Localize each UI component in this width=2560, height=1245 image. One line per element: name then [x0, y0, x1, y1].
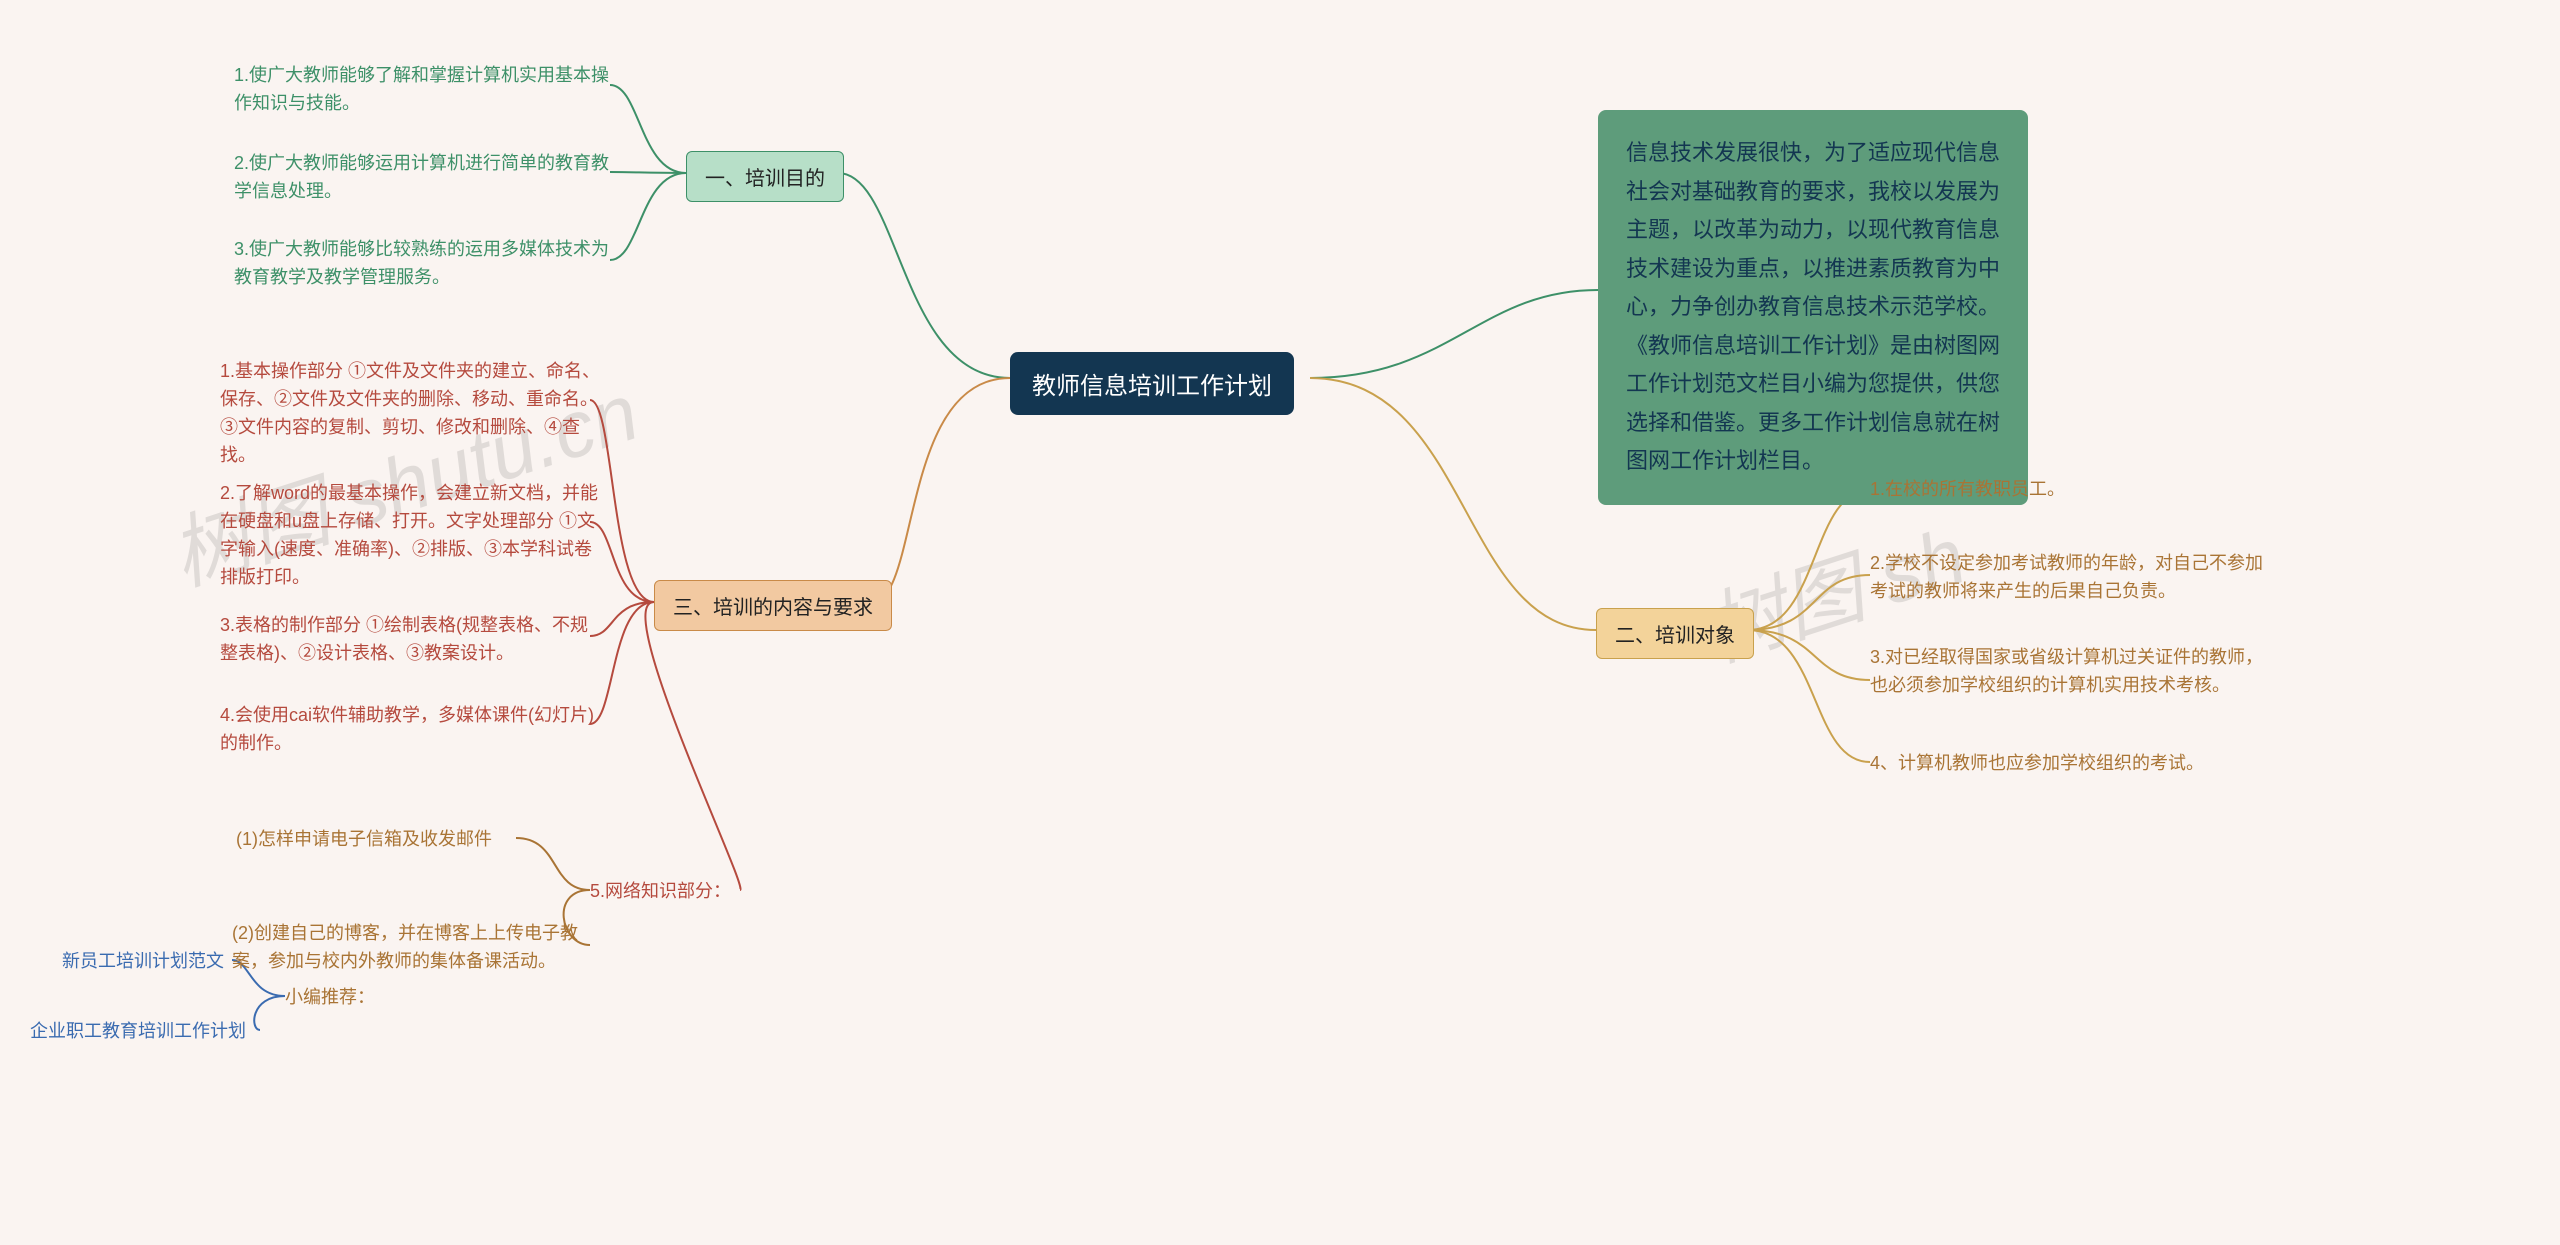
branch3-leaf-4: 4.会使用cai软件辅助教学，多媒体课件(幻灯片)的制作。	[220, 702, 600, 758]
branch3-leaf-1: 1.基本操作部分 ①文件及文件夹的建立、命名、保存、②文件及文件夹的删除、移动、…	[220, 358, 600, 470]
branch1-leaf-3: 3.使广大教师能够比较熟练的运用多媒体技术为教育教学及教学管理服务。	[234, 236, 614, 292]
rec-leaf-2[interactable]: 企业职工教育培训工作计划	[30, 1018, 246, 1046]
branch-1[interactable]: 一、培训目的	[686, 151, 844, 202]
branch3-leaf-3: 3.表格的制作部分 ①绘制表格(规整表格、不规整表格)、②设计表格、③教案设计。	[220, 612, 600, 668]
branch2-leaf-4: 4、计算机教师也应参加学校组织的考试。	[1870, 750, 2204, 778]
branch1-leaf-2: 2.使广大教师能够运用计算机进行简单的教育教学信息处理。	[234, 150, 614, 206]
branch2-leaf-3: 3.对已经取得国家或省级计算机过关证件的教师，也必须参加学校组织的计算机实用技术…	[1870, 644, 2270, 700]
editor-rec: 小编推荐：	[285, 984, 375, 1012]
branch-3[interactable]: 三、培训的内容与要求	[654, 580, 892, 631]
sub5-leaf-1: (1)怎样申请电子信箱及收发邮件	[236, 826, 492, 854]
intro-box: 信息技术发展很快，为了适应现代信息社会对基础教育的要求，我校以发展为主题，以改革…	[1598, 110, 2028, 505]
root-node[interactable]: 教师信息培训工作计划	[1010, 352, 1294, 415]
branch2-leaf-1: 1.在校的所有教职员工。	[1870, 476, 2065, 504]
branch3-leaf-2: 2.了解word的最基本操作，会建立新文档，并能在硬盘和u盘上存储、打开。文字处…	[220, 480, 600, 592]
branch1-leaf-1: 1.使广大教师能够了解和掌握计算机实用基本操作知识与技能。	[234, 62, 614, 118]
branch-2[interactable]: 二、培训对象	[1596, 608, 1754, 659]
branch2-leaf-2: 2.学校不设定参加考试教师的年龄，对自己不参加考试的教师将来产生的后果自己负责。	[1870, 550, 2270, 606]
rec-leaf-1[interactable]: 新员工培训计划范文	[62, 948, 224, 976]
sub5-leaf-2: (2)创建自己的博客，并在博客上上传电子教案，参加与校内外教师的集体备课活动。	[232, 920, 592, 976]
branch3-sub5: 5.网络知识部分：	[590, 878, 731, 906]
